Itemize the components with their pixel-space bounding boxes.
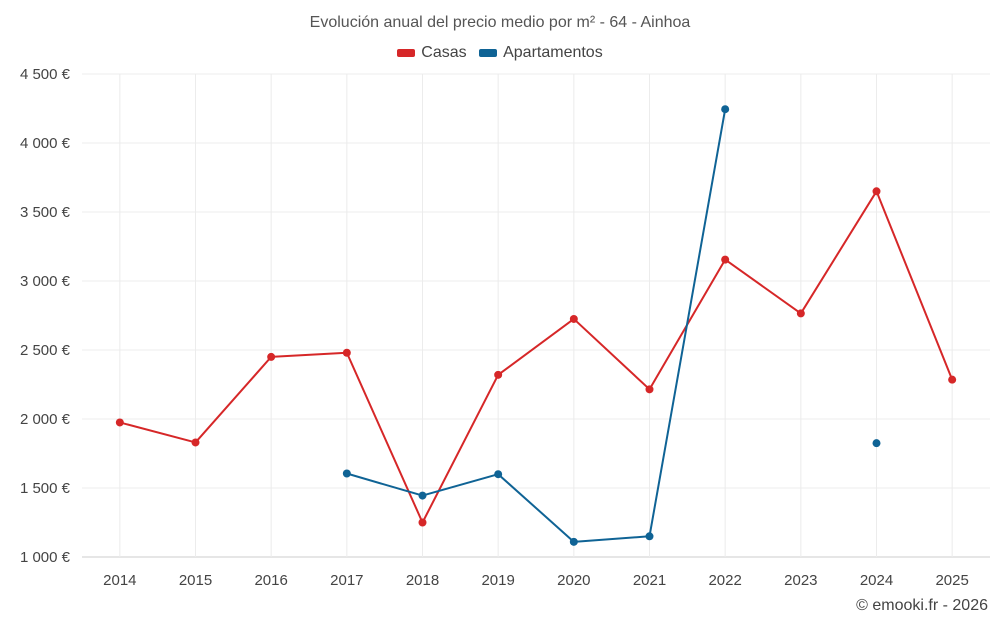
series-line-apartamentos (346, 109, 727, 543)
data-point-casas (569, 314, 578, 323)
data-point-apartamentos (872, 439, 881, 448)
x-tick-label: 2017 (330, 572, 363, 589)
data-point-casas (342, 348, 351, 357)
data-point-casas (796, 309, 805, 318)
legend-swatch-casas (397, 48, 416, 57)
x-tick-label: 2014 (103, 572, 136, 589)
credit: © emooki.fr - 2026 (856, 597, 988, 614)
x-tick-label: 2024 (860, 572, 893, 589)
y-tick-label: 4 000 € (20, 135, 71, 152)
data-point-casas (115, 418, 124, 427)
data-point-casas (267, 352, 276, 361)
x-tick-label: 2025 (935, 572, 968, 589)
legend-label-apartamentos: Apartamentos (503, 44, 603, 61)
data-point-casas (948, 375, 957, 384)
data-point-casas (191, 438, 200, 447)
data-point-apartamentos (342, 469, 351, 478)
legend-label-casas: Casas (421, 44, 467, 61)
data-point-apartamentos (569, 537, 578, 546)
x-tick-label: 2022 (708, 572, 741, 589)
legend: Casas Apartamentos (0, 44, 1000, 62)
data-point-apartamentos (418, 491, 427, 500)
chart-title: Evolución anual del precio medio por m² … (309, 14, 691, 31)
legend-swatch-apartamentos (479, 48, 498, 57)
data-point-apartamentos (494, 470, 503, 479)
x-tick-label: 2023 (784, 572, 817, 589)
data-point-casas (872, 187, 881, 196)
x-tick-label: 2018 (406, 572, 439, 589)
legend-item-casas[interactable]: Casas (397, 44, 467, 62)
data-point-casas (721, 255, 730, 264)
y-tick-label: 2 500 € (20, 342, 71, 359)
x-tick-label: 2016 (254, 572, 287, 589)
x-tick-label: 2019 (481, 572, 514, 589)
data-point-casas (645, 385, 654, 394)
y-tick-label: 3 500 € (20, 204, 71, 221)
data-point-casas (494, 370, 503, 379)
y-tick-label: 4 500 € (20, 66, 71, 83)
x-tick-label: 2015 (179, 572, 212, 589)
data-point-casas (418, 518, 427, 527)
data-point-apartamentos (645, 532, 654, 541)
data-point-apartamentos (721, 105, 730, 114)
series-line-casas (119, 190, 954, 524)
y-tick-label: 3 000 € (20, 273, 71, 290)
x-tick-label: 2020 (557, 572, 590, 589)
x-tick-label: 2021 (633, 572, 666, 589)
y-tick-label: 1 000 € (20, 549, 71, 566)
y-tick-label: 1 500 € (20, 480, 71, 497)
legend-item-apartamentos[interactable]: Apartamentos (479, 44, 603, 62)
y-tick-label: 2 000 € (20, 411, 71, 428)
